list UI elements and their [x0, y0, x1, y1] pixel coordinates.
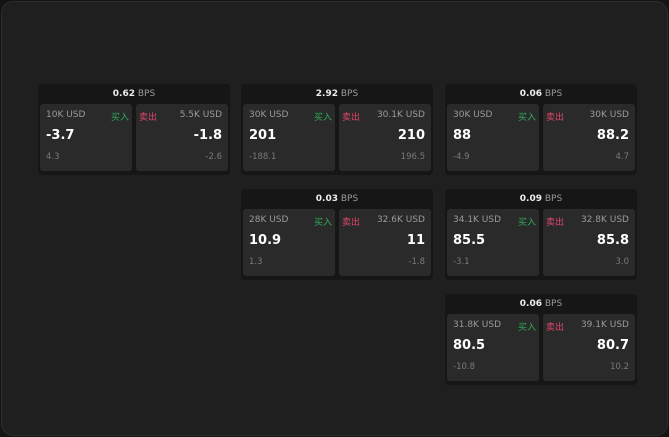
spread-value: 0.06: [519, 299, 542, 309]
price-widget: 0.09 BPS 34.1K USD 买入 85.5 -3.1 卖出 32.8K…: [445, 189, 637, 280]
spread-unit: BPS: [544, 299, 563, 309]
sell-quantity: 32.6K USD: [376, 215, 425, 225]
buy-cell[interactable]: 28K USD 买入 10.9 1.3: [243, 209, 335, 276]
sell-change: 3.0: [615, 257, 629, 267]
spread-unit: BPS: [340, 194, 359, 204]
buy-label: 买入: [110, 113, 129, 123]
price-widget: 0.03 BPS 28K USD 买入 10.9 1.3 卖出 32.6K US…: [241, 189, 433, 280]
spread-value: 0.03: [315, 194, 338, 204]
buy-change: -10.8: [453, 362, 475, 372]
sell-cell[interactable]: 卖出 32.6K USD 11 -1.8: [339, 209, 431, 276]
price-widget: 0.06 BPS 31.8K USD 买入 80.5 -10.8 卖出 39.1…: [445, 294, 637, 385]
buy-quantity: 34.1K USD: [453, 215, 502, 225]
spread-unit: BPS: [544, 194, 563, 204]
buy-price: 10.9: [249, 233, 282, 248]
buy-change: 1.3: [249, 257, 263, 267]
buy-price: -3.7: [46, 128, 75, 143]
sell-quantity: 39.1K USD: [580, 320, 629, 330]
sell-cell[interactable]: 卖出 32.8K USD 85.8 3.0: [543, 209, 635, 276]
buy-cell[interactable]: 34.1K USD 买入 85.5 -3.1: [447, 209, 539, 276]
spread-header: 0.06 BPS: [445, 84, 637, 104]
price-widget: 0.06 BPS 30K USD 买入 88 -4.9 卖出 30K USD 8…: [445, 84, 637, 175]
spread-header: 2.92 BPS: [241, 84, 433, 104]
sell-quantity: 30.1K USD: [376, 110, 425, 120]
sell-quantity: 32.8K USD: [580, 215, 629, 225]
buy-quantity: 28K USD: [249, 215, 289, 225]
sell-change: 10.2: [610, 362, 629, 372]
sell-price: 85.8: [596, 233, 629, 248]
sell-label: 卖出: [342, 218, 361, 228]
sell-quantity: 30K USD: [589, 110, 629, 120]
buy-change: 4.3: [46, 152, 60, 162]
buy-price: 88: [453, 128, 472, 143]
price-widget: 0.62 BPS 10K USD 买入 -3.7 4.3 卖出 5.5K USD…: [38, 84, 230, 175]
sell-price: 88.2: [596, 128, 629, 143]
sell-label: 卖出: [139, 113, 158, 123]
buy-label: 买入: [517, 218, 536, 228]
buy-cell[interactable]: 31.8K USD 买入 80.5 -10.8: [447, 314, 539, 381]
buy-price: 85.5: [453, 233, 486, 248]
sell-cell[interactable]: 卖出 30K USD 88.2 4.7: [543, 104, 635, 171]
sell-cell[interactable]: 卖出 39.1K USD 80.7 10.2: [543, 314, 635, 381]
buy-cell[interactable]: 10K USD 买入 -3.7 4.3: [40, 104, 132, 171]
spread-value: 2.92: [315, 89, 338, 99]
sell-cell[interactable]: 卖出 5.5K USD -1.8 -2.6: [136, 104, 228, 171]
spread-unit: BPS: [544, 89, 563, 99]
buy-quantity: 31.8K USD: [453, 320, 502, 330]
buy-price: 201: [249, 128, 277, 143]
spread-header: 0.62 BPS: [38, 84, 230, 104]
sell-cell[interactable]: 卖出 30.1K USD 210 196.5: [339, 104, 431, 171]
buy-change: -3.1: [453, 257, 470, 267]
buy-price: 80.5: [453, 338, 486, 353]
sell-change: -1.8: [408, 257, 425, 267]
spread-unit: BPS: [340, 89, 359, 99]
buy-quantity: 30K USD: [453, 110, 493, 120]
price-widget: 2.92 BPS 30K USD 买入 201 -188.1 卖出 30.1K …: [241, 84, 433, 175]
buy-quantity: 10K USD: [46, 110, 86, 120]
sell-quantity: 5.5K USD: [179, 110, 222, 120]
buy-label: 买入: [313, 218, 332, 228]
spread-value: 0.62: [112, 89, 135, 99]
spread-header: 0.03 BPS: [241, 189, 433, 209]
sell-label: 卖出: [546, 218, 565, 228]
spread-header: 0.06 BPS: [445, 294, 637, 314]
sell-label: 卖出: [342, 113, 361, 123]
buy-change: -188.1: [249, 152, 277, 162]
buy-label: 买入: [517, 113, 536, 123]
buy-label: 买入: [517, 323, 536, 333]
sell-price: -1.8: [193, 128, 222, 143]
buy-cell[interactable]: 30K USD 买入 201 -188.1: [243, 104, 335, 171]
spread-value: 0.09: [519, 194, 542, 204]
spread-unit: BPS: [137, 89, 156, 99]
sell-price: 210: [397, 128, 425, 143]
sell-price: 11: [406, 233, 425, 248]
buy-cell[interactable]: 30K USD 买入 88 -4.9: [447, 104, 539, 171]
spread-value: 0.06: [519, 89, 542, 99]
sell-change: 196.5: [400, 152, 425, 162]
buy-quantity: 30K USD: [249, 110, 289, 120]
spread-header: 0.09 BPS: [445, 189, 637, 209]
sell-change: -2.6: [205, 152, 222, 162]
buy-change: -4.9: [453, 152, 470, 162]
sell-label: 卖出: [546, 323, 565, 333]
sell-label: 卖出: [546, 113, 565, 123]
sell-price: 80.7: [596, 338, 629, 353]
buy-label: 买入: [313, 113, 332, 123]
sell-change: 4.7: [615, 152, 629, 162]
